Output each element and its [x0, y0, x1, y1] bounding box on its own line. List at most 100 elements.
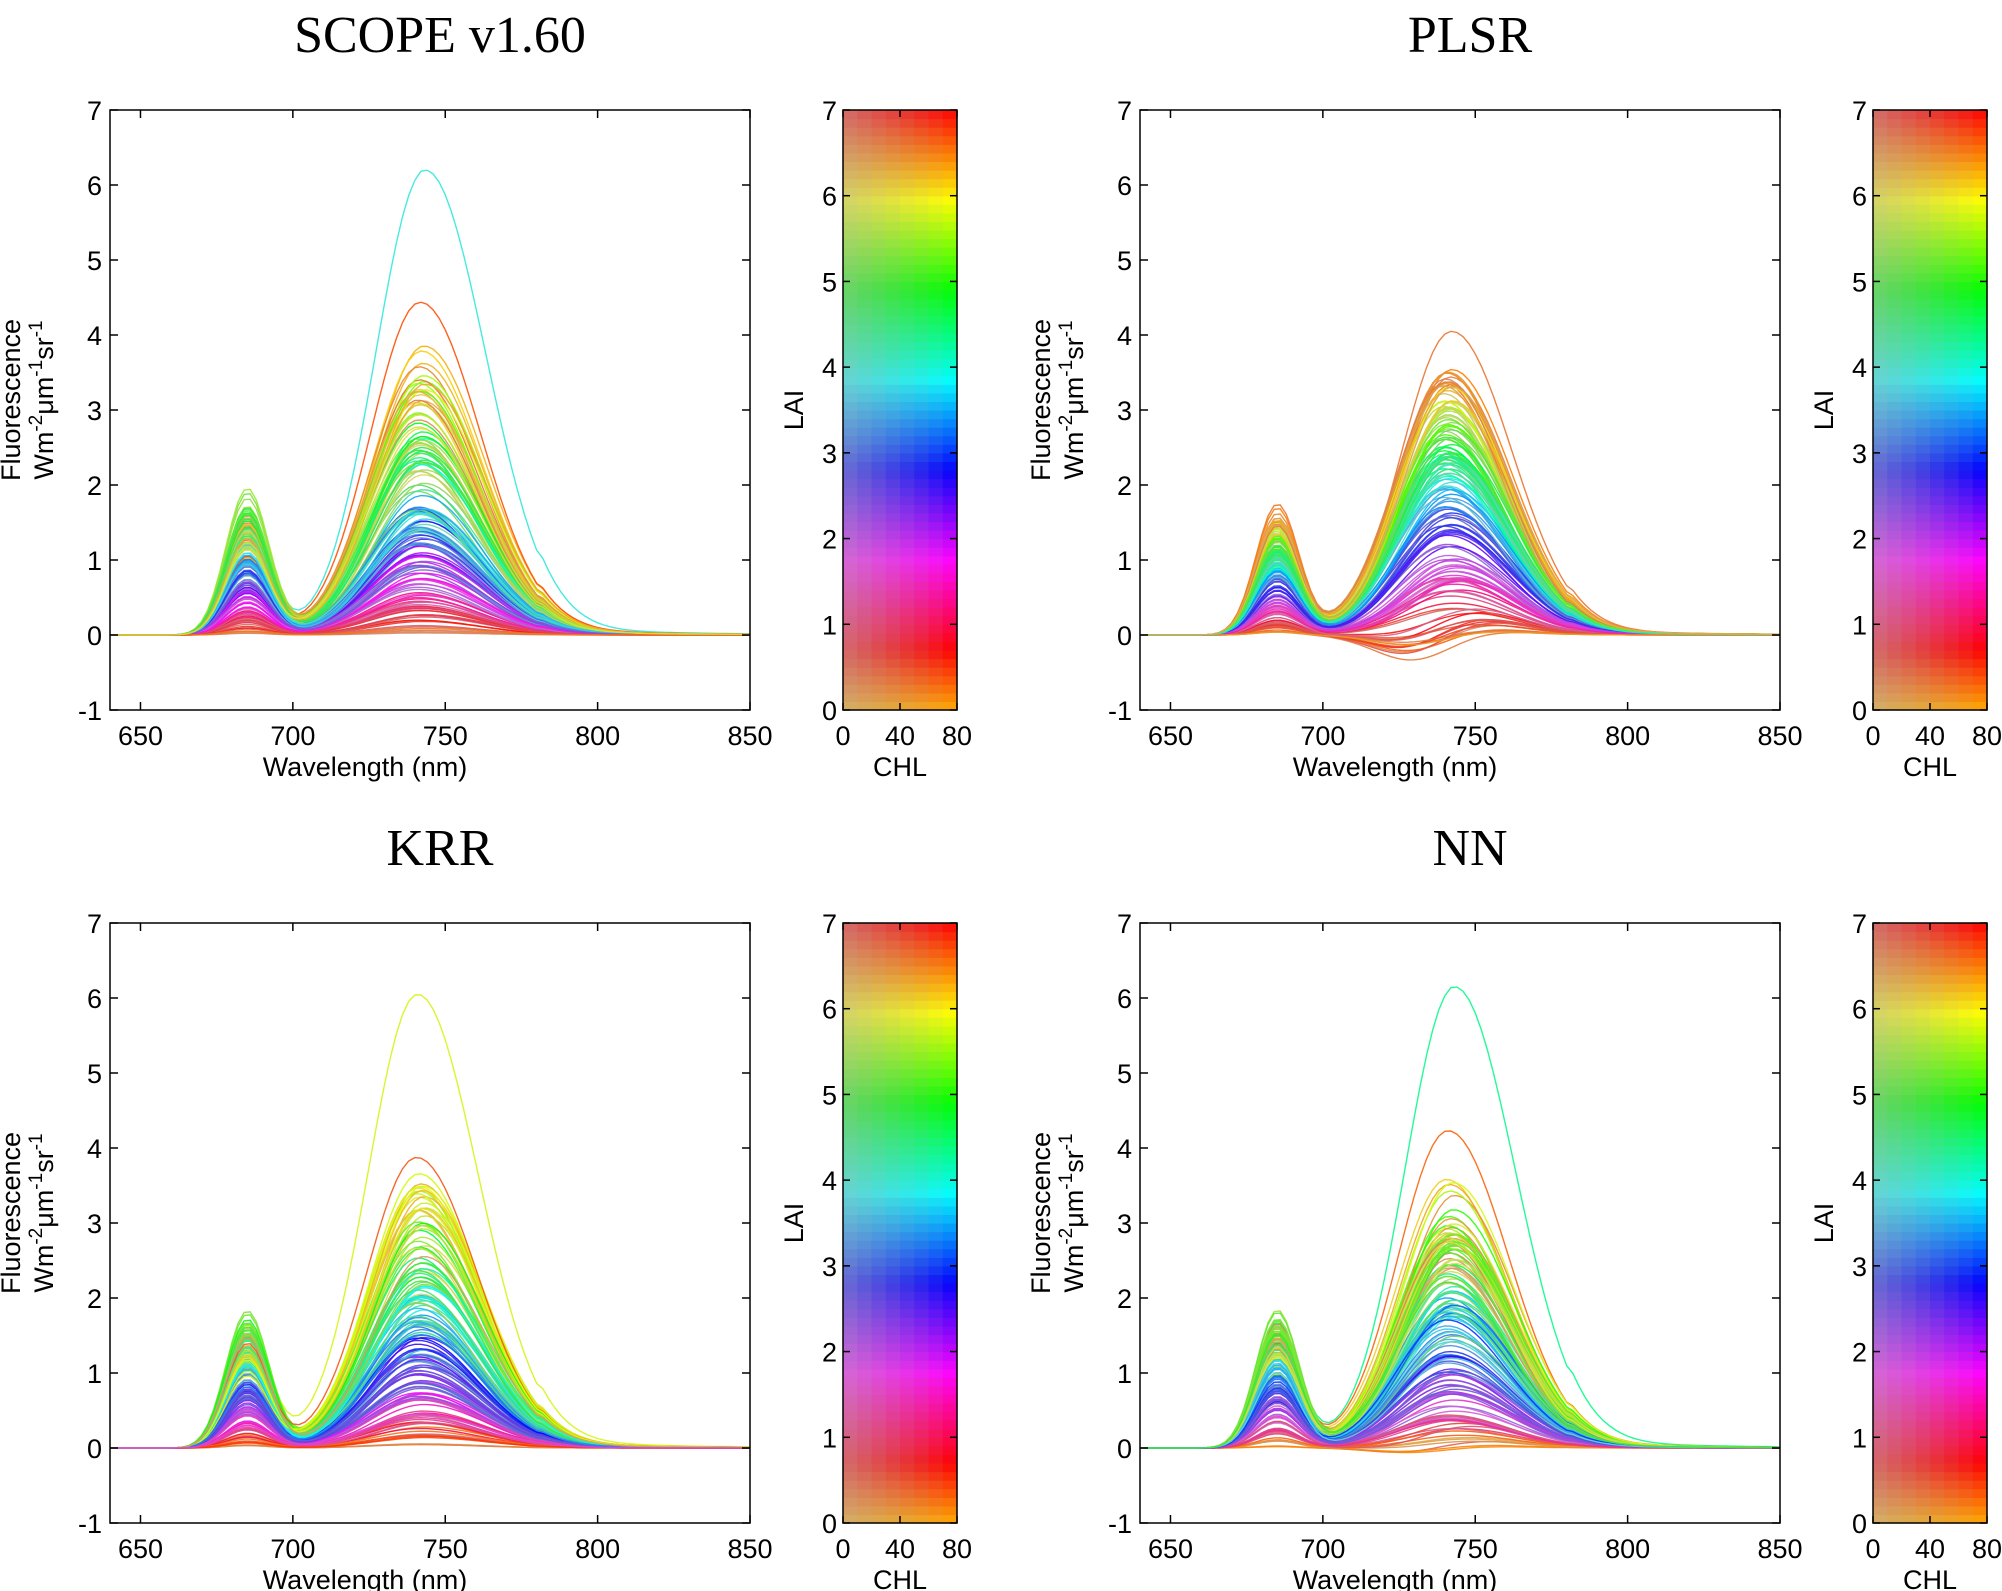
colorbar-cell	[885, 658, 901, 668]
colorbar-cell	[1944, 221, 1960, 231]
colorbar-cell	[1958, 1343, 1974, 1353]
colorbar-cell	[900, 598, 915, 608]
colorbar-cell	[900, 957, 915, 967]
colorbar-cell	[857, 1480, 873, 1490]
colorbar-cell	[885, 324, 901, 334]
colorbar-cell	[1915, 957, 1931, 967]
colorbar-cell	[942, 615, 958, 625]
colorbar-cell	[942, 315, 958, 325]
colorbar-cell	[857, 667, 873, 677]
colorbar-cell	[885, 957, 901, 967]
colorbar-cell	[1930, 264, 1945, 274]
colorbar-cell	[1930, 1137, 1945, 1147]
colorbar-cell	[1958, 444, 1974, 454]
colorbar-cell	[1873, 590, 1888, 600]
colorbar-cell	[1901, 204, 1917, 214]
colorbar-cell	[1972, 1034, 1988, 1044]
unit-superscript: -2	[26, 1228, 47, 1245]
colorbar-cell	[885, 401, 901, 411]
colorbar-cell	[900, 212, 915, 223]
colorbar-cell	[1944, 1145, 1960, 1156]
colorbar-cell	[885, 1291, 901, 1301]
colorbar-cell	[1873, 1043, 1888, 1053]
colorbar-cell	[928, 367, 944, 377]
colorbar-cell	[885, 1283, 901, 1293]
colorbar-cell	[900, 530, 915, 540]
colorbar-cell	[1930, 650, 1945, 660]
colorbar-cell	[871, 452, 887, 463]
colorbar-cell	[1944, 504, 1960, 514]
colorbar-cell	[1958, 1257, 1974, 1267]
unit-base: sr	[1059, 1150, 1089, 1173]
colorbar-cell	[871, 1411, 887, 1421]
colorbar-cell	[1958, 1025, 1974, 1036]
colorbar-cell	[928, 332, 944, 343]
colorbar-cell	[1901, 281, 1917, 291]
colorbar-cell	[1944, 264, 1960, 274]
colorbar-y-tick-label: 7	[822, 96, 837, 126]
colorbar-cell	[1930, 1334, 1945, 1344]
colorbar-cell	[1930, 1471, 1945, 1481]
colorbar-cell	[1887, 521, 1903, 531]
colorbar-cell	[942, 1068, 958, 1078]
colorbar-cell	[1958, 144, 1974, 154]
colorbar-cell	[942, 1188, 958, 1198]
colorbar-cell	[928, 632, 944, 643]
colorbar-cell	[885, 1145, 901, 1156]
colorbar-x-tick-label: 40	[1915, 1534, 1945, 1564]
colorbar-cell	[1915, 1060, 1931, 1070]
colorbar-cell	[885, 1317, 901, 1327]
colorbar-cell	[942, 1060, 958, 1070]
colorbar-cell	[1930, 957, 1945, 967]
colorbar-cell	[885, 1445, 901, 1456]
colorbar-cell	[885, 598, 901, 608]
colorbar-cell	[885, 1471, 901, 1481]
colorbar-cell	[1930, 1368, 1945, 1378]
colorbar-cell	[942, 135, 958, 145]
colorbar-cell	[885, 1231, 901, 1241]
colorbar-cell	[1930, 1154, 1945, 1164]
colorbar-cell	[1887, 461, 1903, 471]
colorbar-cell	[1901, 1497, 1917, 1507]
y-tick-label: 0	[87, 621, 102, 651]
colorbar-cell	[1958, 684, 1974, 694]
colorbar-cell	[857, 1463, 873, 1473]
colorbar-cell	[857, 1008, 873, 1018]
colorbar-cell	[1958, 658, 1974, 668]
colorbar-cell	[900, 547, 915, 557]
colorbar-cell	[871, 350, 887, 360]
colorbar-cell	[1887, 1505, 1903, 1516]
colorbar-cell	[900, 255, 915, 265]
colorbar-cell	[1930, 1325, 1945, 1336]
colorbar-cell	[871, 118, 887, 128]
colorbar-cell	[1958, 957, 1974, 967]
colorbar-cell	[942, 965, 958, 976]
colorbar-cell	[1930, 641, 1945, 651]
colorbar-cell	[942, 658, 958, 668]
colorbar-cell	[928, 298, 944, 308]
colorbar-cell	[914, 957, 930, 967]
colorbar-cell	[843, 948, 858, 958]
colorbar-cell	[1873, 650, 1888, 660]
colorbar-cell	[871, 1008, 887, 1018]
colorbar-cell	[1901, 1300, 1917, 1310]
colorbar-cell	[1958, 1454, 1974, 1464]
colorbar-cell	[928, 161, 944, 171]
colorbar-cell	[1944, 204, 1960, 214]
colorbar-cell	[928, 195, 944, 205]
colorbar-cell	[885, 367, 901, 377]
colorbar-cell	[928, 547, 944, 557]
colorbar-cell	[928, 435, 944, 445]
colorbar-cell	[942, 1240, 958, 1250]
colorbar-cell	[1873, 624, 1888, 634]
colorbar-cell	[843, 1214, 858, 1224]
colorbar-cell	[1873, 375, 1888, 385]
colorbar-cell	[900, 1291, 915, 1301]
colorbar-cell	[1887, 495, 1903, 505]
colorbar-cell	[928, 1094, 944, 1104]
colorbar-cell	[857, 1043, 873, 1053]
colorbar-cell	[1915, 1265, 1931, 1276]
colorbar-cell	[843, 1505, 858, 1516]
colorbar-cell	[928, 1274, 944, 1284]
colorbar-cell	[857, 152, 873, 163]
